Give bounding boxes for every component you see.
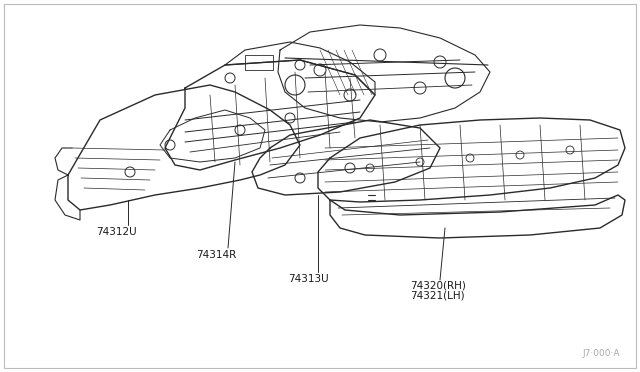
Text: 74321(LH): 74321(LH) (410, 290, 465, 300)
Text: 74313U: 74313U (288, 274, 328, 284)
Text: 74314R: 74314R (196, 250, 236, 260)
Text: J7·000·A: J7·000·A (582, 349, 620, 358)
Text: 74312U: 74312U (96, 227, 136, 237)
Text: 74320(RH): 74320(RH) (410, 280, 466, 290)
Bar (245, 55, 273, 70)
